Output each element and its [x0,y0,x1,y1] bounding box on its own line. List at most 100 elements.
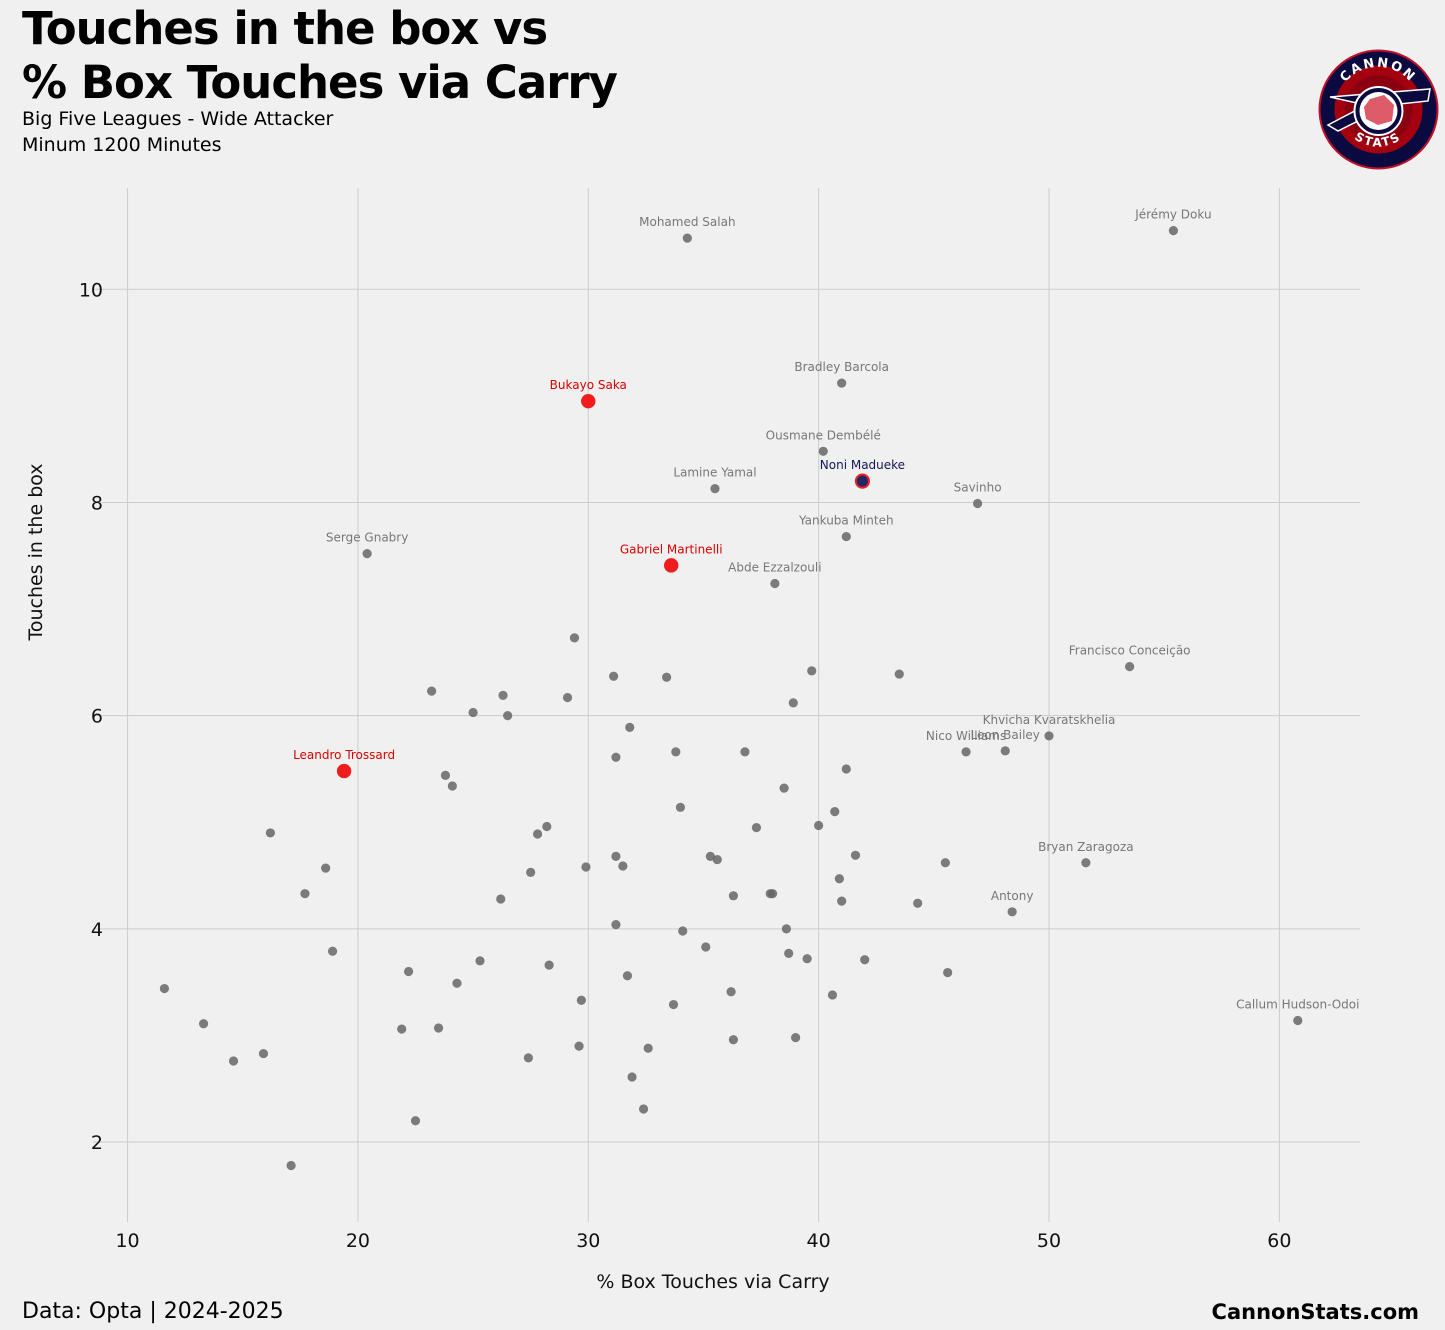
player-point [802,954,812,964]
player-point [523,1053,533,1063]
player-point-default [837,378,847,388]
player-point [940,858,950,868]
player-point [265,828,275,838]
chart-subtitle-minutes: Minum 1200 Minutes [22,134,222,156]
player-point [834,874,844,884]
player-label: Yankuba Minteh [798,514,894,528]
player-label: Bradley Barcola [794,360,889,374]
player-point [841,764,851,774]
player-point-default [972,498,983,509]
player-point [643,1043,653,1053]
player-point [728,1035,739,1045]
player-point [767,889,778,899]
player-point [611,752,621,762]
player-point [468,707,478,718]
chart-title: Touches in the box vs % Box Touches via … [22,2,662,110]
player-point [574,1041,584,1051]
chart-title-line-2: % Box Touches via Carry [22,56,618,109]
player-point [609,671,619,681]
player-point [533,829,543,839]
x-axis-label: % Box Touches via Carry [596,1271,829,1293]
player-label: Ousmane Dembélé [766,428,881,442]
player-point [526,867,536,877]
player-point [618,861,628,871]
player-label: Leon Bailey [971,728,1040,742]
player-point [542,821,552,832]
player-point [447,781,457,791]
player-point [807,666,817,676]
player-point [228,1056,239,1066]
player-point [625,722,635,732]
player-point [675,802,686,812]
player-point-default [1007,907,1017,917]
player-point [496,894,506,904]
player-point [286,1160,296,1171]
logo-text-bottom: STATS [1352,129,1401,149]
x-tick-label: 10 [115,1230,139,1252]
player-point [569,633,580,643]
player-point [638,1104,649,1114]
y-tick-label: 4 [91,919,103,941]
player-point-default [1293,1015,1303,1026]
player-label: Mohamed Salah [639,215,735,229]
player-point [701,942,711,952]
player-point-arsenal [581,393,596,409]
player-label: Francisco Conceição [1069,644,1191,658]
player-point [837,896,847,906]
y-tick-label: 8 [91,492,103,514]
player-point [403,966,414,977]
player-label: Antony [991,889,1034,903]
player-point [159,983,170,994]
player-point [751,822,762,833]
player-point [678,926,688,936]
player-label: Nico Williams [926,729,1006,743]
player-point [814,820,824,831]
chart-subtitle-league: Big Five Leagues - Wide Attacker [22,108,334,130]
x-tick-label: 30 [576,1230,600,1252]
player-point [830,806,840,817]
player-point [433,1023,444,1033]
x-tick-label: 20 [346,1230,370,1252]
player-point [576,995,586,1005]
player-point-default [710,484,720,494]
data-labels: Jérémy Doku Mohamed Salah Bradley Barcola B… [293,208,1359,1012]
player-point-default [1168,226,1179,236]
player-label: Lamine Yamal [673,466,756,480]
data-points [159,226,1303,1171]
x-tick-label: 60 [1267,1230,1291,1252]
player-point-default [961,747,971,757]
player-point [562,692,573,703]
player-point [300,889,310,899]
player-point [327,946,338,956]
player-point [475,956,485,966]
player-point [410,1116,421,1126]
y-tick-label: 2 [91,1132,103,1154]
player-point [913,898,923,908]
y-tick-label: 10 [79,279,103,301]
player-point [498,690,508,701]
cannon-stats-logo: CANNON STATS [1318,49,1439,170]
player-point [258,1048,269,1059]
player-point [611,919,621,930]
chart-title-line-1: Touches in the box vs [22,2,548,55]
player-point [198,1019,209,1029]
player-point [452,978,462,988]
player-label: Savinho [954,481,1002,495]
player-label: Abde Ezzalzouli [728,560,821,574]
player-point-arsenal [336,763,352,779]
player-point [788,698,798,708]
player-point [705,851,715,861]
player-point-default [1000,746,1010,756]
player-point-default [1125,662,1135,672]
player-point [740,747,750,757]
player-point-chelsea [854,473,871,489]
player-point [671,747,681,757]
player-point [662,672,672,682]
player-point [728,891,739,901]
player-point [784,948,794,958]
svg-text:STATS: STATS [1352,129,1403,149]
player-point [427,686,437,696]
player-point-default [362,549,372,559]
player-point-default [1044,731,1054,741]
player-point [627,1072,637,1082]
